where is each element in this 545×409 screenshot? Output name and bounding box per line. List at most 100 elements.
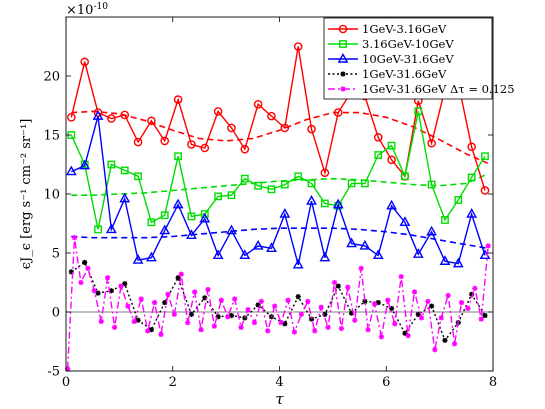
data-point <box>332 198 344 209</box>
data-point <box>307 124 316 134</box>
data-point <box>331 279 338 286</box>
data-point <box>307 179 316 188</box>
data-point <box>452 257 464 268</box>
series-4 <box>65 235 491 372</box>
data-point <box>402 330 408 336</box>
data-point <box>148 327 154 333</box>
data-point <box>160 136 170 146</box>
data-point <box>480 186 490 195</box>
data-point <box>266 242 277 252</box>
y-tick-label: 5 <box>52 247 60 262</box>
data-point <box>401 172 409 181</box>
series-line-1 <box>70 111 486 230</box>
data-point <box>175 275 181 281</box>
data-point <box>318 304 324 310</box>
series-6 <box>71 173 489 196</box>
data-point <box>427 138 436 148</box>
data-point <box>212 249 224 260</box>
data-point <box>165 291 171 297</box>
data-point <box>78 279 84 286</box>
data-point <box>198 327 204 333</box>
data-point <box>82 259 88 266</box>
y-tick-label: 15 <box>43 129 60 144</box>
data-point <box>412 248 424 258</box>
data-point <box>120 166 129 175</box>
data-point <box>478 316 484 322</box>
x-axis-label: τ <box>275 390 284 408</box>
data-point <box>214 192 223 201</box>
x-tick-label: 4 <box>275 375 283 390</box>
data-point <box>218 297 224 303</box>
data-point <box>415 311 421 317</box>
legend-label: 1GeV-31.6GeV <box>362 67 447 81</box>
data-point <box>346 237 357 248</box>
data-point <box>438 315 444 321</box>
data-point <box>347 179 356 188</box>
data-point <box>133 137 143 147</box>
legend-label: 10GeV-31.6GeV <box>362 52 454 66</box>
data-point <box>387 155 396 165</box>
legend-marker <box>338 24 348 34</box>
data-point <box>361 179 369 188</box>
y-tick-label: -5 <box>47 365 60 380</box>
data-point <box>240 174 249 183</box>
data-point <box>125 303 131 309</box>
data-point <box>312 328 318 334</box>
data-point <box>159 224 171 235</box>
x-tick-label: 8 <box>489 375 497 390</box>
data-point <box>454 195 463 204</box>
data-point <box>359 239 371 250</box>
data-point <box>278 320 284 326</box>
data-point <box>445 292 451 299</box>
data-point <box>147 116 156 126</box>
data-point <box>238 324 244 330</box>
data-point <box>111 324 118 330</box>
data-point <box>345 284 351 290</box>
data-point <box>338 325 345 332</box>
data-point <box>94 225 102 234</box>
data-point <box>335 283 341 289</box>
legend-marker <box>337 52 349 63</box>
data-point <box>211 323 217 329</box>
data-point <box>239 249 251 260</box>
data-point <box>305 298 311 304</box>
data-point <box>258 298 264 304</box>
data-point <box>158 331 164 338</box>
data-point <box>200 143 210 153</box>
data-point <box>105 223 117 234</box>
series-3 <box>68 259 488 343</box>
data-point <box>225 314 231 320</box>
series-7 <box>71 227 488 250</box>
data-point <box>91 288 97 294</box>
data-point <box>178 271 184 277</box>
data-point <box>187 212 196 221</box>
data-point <box>65 366 71 372</box>
data-point <box>185 320 191 326</box>
data-point <box>160 211 169 220</box>
data-point <box>386 199 397 210</box>
data-point <box>292 258 304 269</box>
data-point <box>68 269 74 275</box>
data-point <box>399 216 411 227</box>
data-point <box>362 298 368 304</box>
data-point <box>131 318 137 325</box>
series-line-5 <box>71 110 489 165</box>
data-point <box>252 239 264 250</box>
data-point <box>451 341 458 347</box>
data-point <box>374 151 383 159</box>
data-point <box>240 144 250 154</box>
data-point <box>186 229 197 240</box>
data-point <box>265 328 271 334</box>
data-point <box>147 218 156 227</box>
data-point <box>319 251 331 262</box>
legend-label: 3.16GeV-10GeV <box>362 37 454 51</box>
data-point <box>425 298 431 304</box>
data-point <box>378 334 385 340</box>
data-point <box>173 95 183 104</box>
data-point <box>298 311 304 317</box>
data-point <box>95 290 101 296</box>
data-point <box>387 141 396 150</box>
x-tick-label: 2 <box>169 375 177 390</box>
data-point <box>92 110 104 120</box>
data-point <box>138 296 144 302</box>
